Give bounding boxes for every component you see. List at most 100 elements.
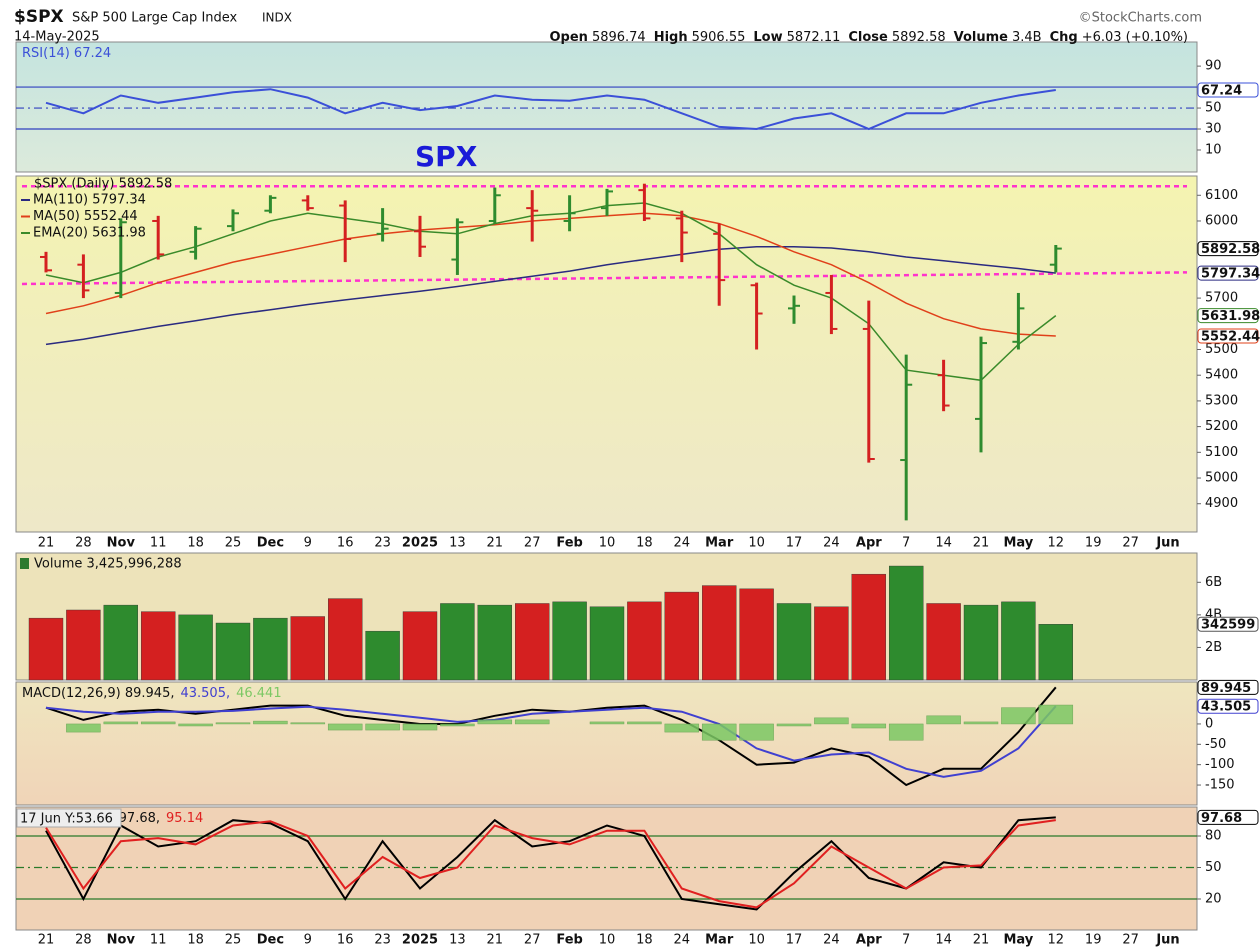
x-tick-label: 24: [823, 536, 840, 551]
legend: RSI(14) 67.24: [22, 46, 111, 61]
macd-panel: [15, 681, 1198, 806]
volume-bar: [702, 585, 737, 681]
value-badge-label: 97.68: [1201, 811, 1242, 826]
histogram-bar: [963, 721, 999, 725]
x-tick-label: 13: [449, 933, 466, 948]
x-tick-label: 24: [674, 536, 691, 551]
histogram-bar: [888, 723, 924, 741]
x-tick-label: 21: [38, 536, 55, 551]
quote-label: Low: [753, 30, 782, 45]
volume-bar: [889, 565, 924, 681]
y-tick-label: 5700: [1205, 291, 1238, 306]
x-tick-label: 14: [935, 536, 952, 551]
x-tick-label: Jun: [1155, 536, 1179, 551]
histogram-bar: [178, 723, 213, 727]
histogram-bar: [776, 723, 812, 727]
stoch-panel: [15, 806, 1198, 931]
x-tick-label: Dec: [257, 536, 284, 551]
histogram-bar: [327, 723, 363, 731]
x-tick-label: 16: [337, 536, 354, 551]
quote-value: 5892.58: [892, 30, 946, 45]
volume-bar: [776, 603, 812, 681]
value-badge-label: 43.505: [1201, 700, 1251, 715]
quote-value: 5906.55: [692, 30, 746, 45]
x-tick-label: May: [1004, 933, 1034, 948]
x-tick-label: Mar: [705, 536, 734, 551]
y-tick-label: 5200: [1205, 419, 1238, 434]
volume-bar: [1001, 601, 1036, 681]
x-tick-label: Nov: [107, 933, 136, 948]
x-tick-label: Jun: [1155, 933, 1179, 948]
x-tick-label: 17: [786, 933, 803, 948]
legend-icon: [20, 558, 29, 569]
legend-entry: EMA(20) 5631.98: [33, 226, 146, 241]
volume-bar: [664, 591, 699, 681]
volume-bar: [477, 604, 512, 681]
histogram-bar: [1001, 707, 1036, 725]
y-tick-label: 0: [1205, 716, 1213, 731]
volume-bar: [739, 588, 774, 681]
y-tick-label: 90: [1205, 59, 1222, 74]
legend-entry: RSI(14) 67.24: [22, 46, 111, 61]
ma-line: [45, 212, 1056, 337]
y-tick-label: 80: [1205, 828, 1222, 843]
y-tick-label: 30: [1205, 122, 1222, 137]
histogram-bar: [739, 723, 774, 741]
ma-line: [45, 202, 1057, 382]
x-tick-label: 28: [75, 933, 92, 948]
value-badge-label: 5797.34: [1201, 267, 1260, 282]
series-line: [45, 705, 1057, 778]
quote-label: Open: [550, 30, 588, 45]
histogram-bar: [814, 717, 849, 725]
volume-bar: [851, 573, 886, 681]
x-tick-label: May: [1004, 536, 1034, 551]
volume-bar: [589, 606, 625, 681]
value-badge-label: 342599: [1201, 618, 1255, 633]
x-tick-label: 2025: [402, 536, 438, 551]
value-badge: [1197, 308, 1259, 324]
x-tick-label: 11: [150, 536, 167, 551]
volume-bar: [103, 604, 139, 681]
y-tick-label: 6000: [1205, 213, 1238, 228]
volume-bar: [140, 611, 176, 681]
volume-bar: [926, 603, 961, 681]
x-tick-label: 13: [449, 536, 466, 551]
x-tick-label: 18: [187, 536, 204, 551]
volume-bar: [814, 606, 849, 681]
legend-entry: MA(50) 5552.44: [33, 209, 138, 224]
y-tick-label: 5000: [1205, 471, 1238, 486]
legend-entry: 95.14: [166, 811, 203, 826]
histogram-bar: [664, 723, 700, 733]
x-tick-label: Apr: [856, 536, 882, 551]
x-tick-label: 10: [748, 536, 765, 551]
security-name: S&P 500 Large Cap Index: [72, 11, 238, 26]
x-tick-label: 7: [902, 536, 910, 551]
value-badge: [1197, 698, 1259, 714]
volume-bar: [365, 630, 400, 681]
ma-line: [45, 245, 1056, 346]
x-tick-label: 10: [599, 536, 616, 551]
value-badge: [1197, 241, 1259, 257]
value-badge: [1197, 679, 1259, 695]
volume-bar: [253, 617, 288, 681]
header: $SPX S&P 500 Large Cap Index INDX 14-May…: [14, 7, 1202, 45]
x-tick-label: 12: [1048, 933, 1065, 948]
volume-bar: [402, 611, 438, 681]
histogram-bar: [215, 722, 251, 725]
x-tick-label: Feb: [556, 933, 582, 948]
x-tick-label: 28: [75, 536, 92, 551]
x-tick-label: 19: [1085, 933, 1102, 948]
histogram-bar: [365, 723, 400, 731]
legend: $SPX (Daily) 5892.58: [34, 177, 172, 192]
x-tick-label: 9: [304, 536, 312, 551]
value-badge-label: 89.945: [1201, 681, 1251, 696]
x-tick-label: 21: [487, 536, 504, 551]
annotation: SPX: [415, 140, 478, 173]
histogram-bar: [402, 723, 438, 731]
value-badge: [1197, 265, 1259, 281]
x-tick-label: 27: [524, 933, 541, 948]
x-tick-label: 19: [1085, 536, 1102, 551]
y-tick-label: 4900: [1205, 496, 1238, 511]
y-tick-label: 2B: [1205, 640, 1222, 655]
